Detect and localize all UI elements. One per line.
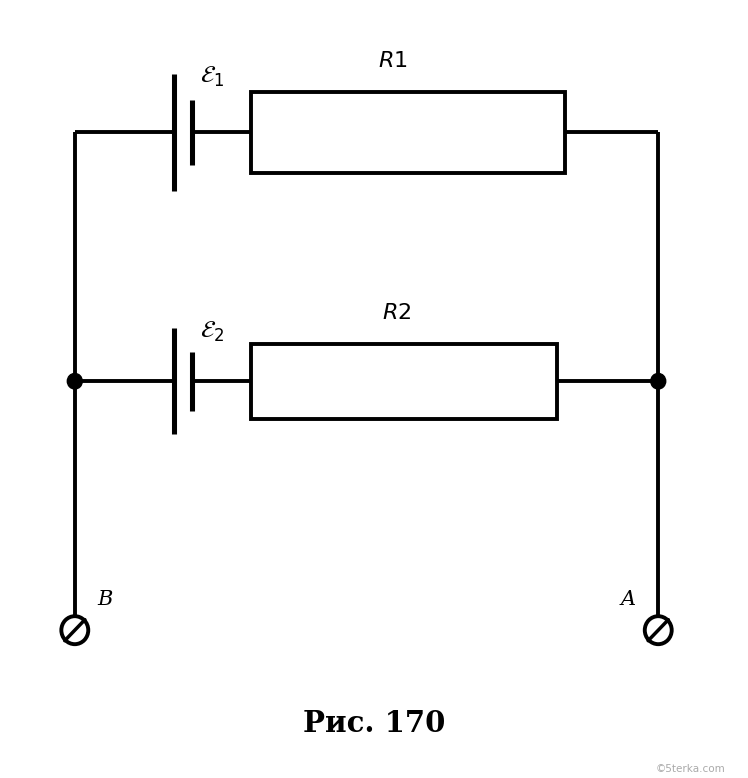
Circle shape xyxy=(645,616,672,644)
Circle shape xyxy=(61,616,88,644)
Text: B: B xyxy=(97,590,112,608)
Circle shape xyxy=(651,373,666,389)
Text: $\mathcal{E}_1$: $\mathcal{E}_1$ xyxy=(200,65,224,89)
Text: $R\mathit{2}$: $R\mathit{2}$ xyxy=(381,303,411,324)
Text: A: A xyxy=(621,590,636,608)
Circle shape xyxy=(67,373,82,389)
Text: $R\mathit{1}$: $R\mathit{1}$ xyxy=(378,51,408,72)
Text: Рис. 170: Рис. 170 xyxy=(303,709,445,738)
Bar xyxy=(251,344,557,419)
Bar xyxy=(251,92,565,173)
Text: ©5terka.com: ©5terka.com xyxy=(656,764,726,774)
Text: $\mathcal{E}_2$: $\mathcal{E}_2$ xyxy=(200,320,224,344)
